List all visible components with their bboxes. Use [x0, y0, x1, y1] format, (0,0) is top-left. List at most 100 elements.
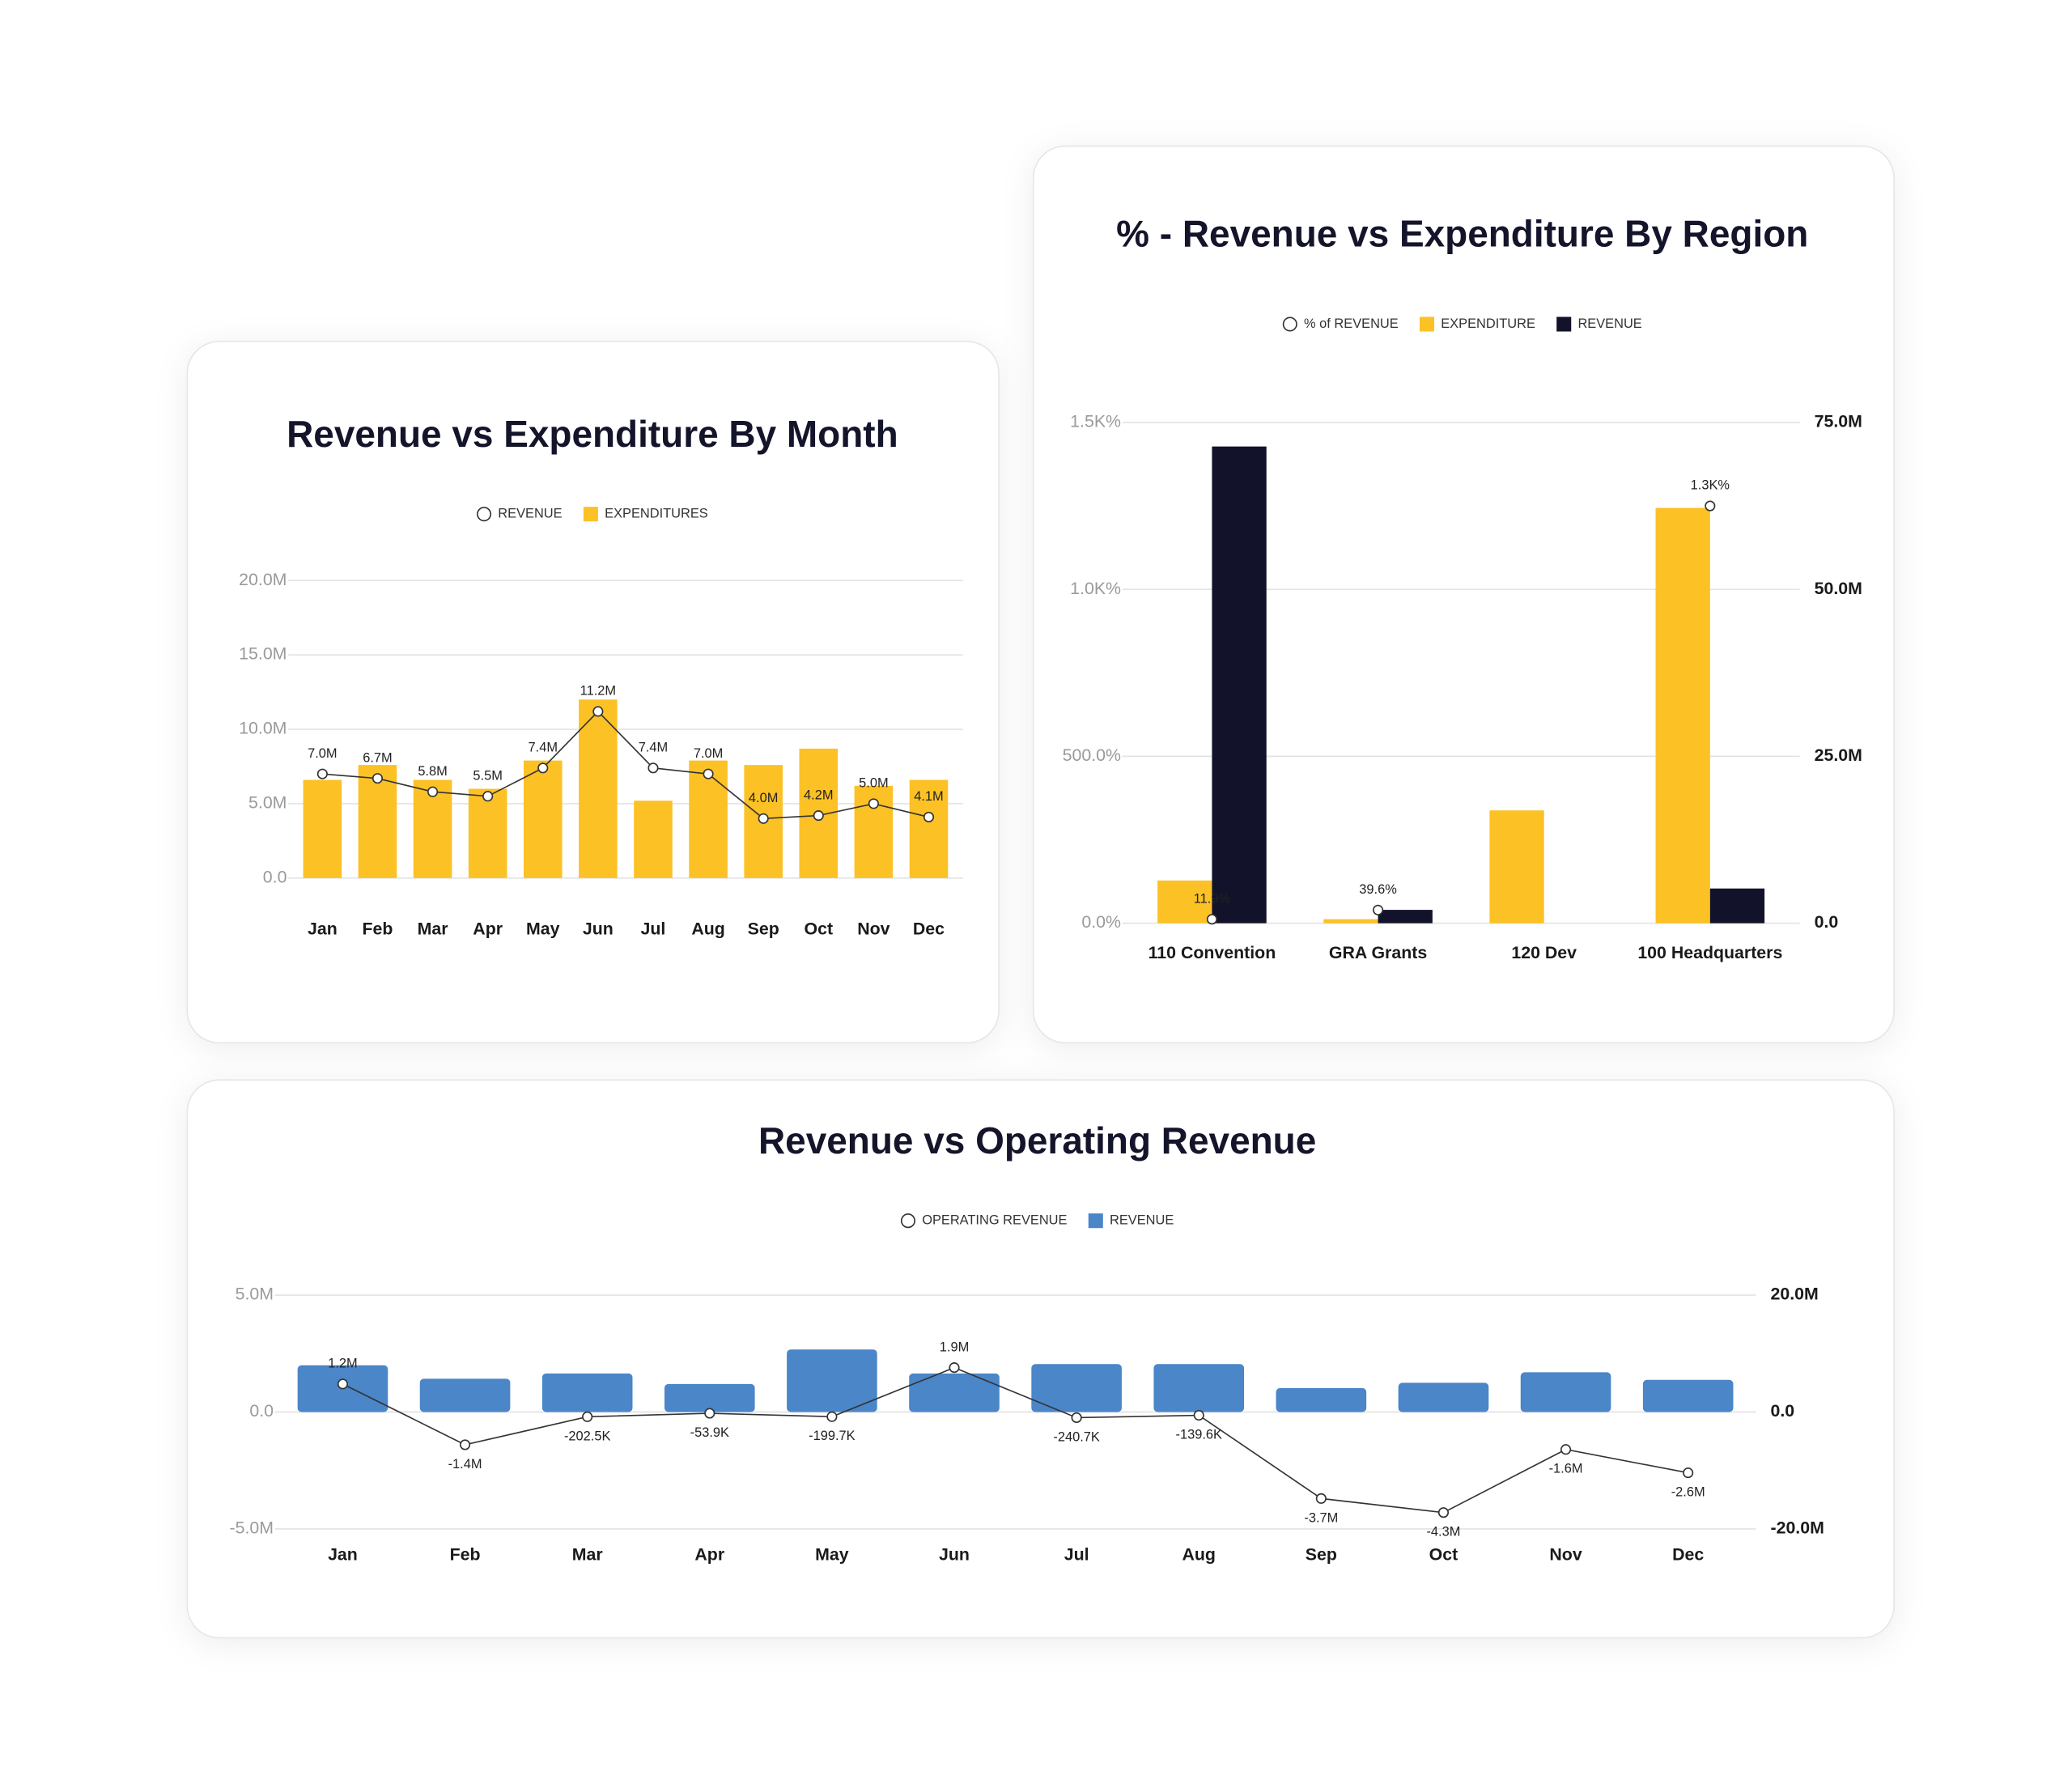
y-tick-label: -20.0M: [1770, 1518, 1824, 1538]
x-tick-label: Feb: [450, 1544, 481, 1564]
x-tick-label: May: [526, 919, 560, 938]
x-tick-label: Apr: [473, 919, 503, 938]
y-tick-label: 50.0M: [1815, 579, 1862, 598]
bar: [358, 765, 397, 878]
legend-swatch: [477, 507, 492, 522]
legend-label: REVENUE: [1577, 316, 1641, 331]
data-label: 39.6%: [1359, 882, 1397, 897]
x-tick-label: Mar: [572, 1544, 603, 1564]
point: [1705, 500, 1716, 512]
bar: [787, 1349, 877, 1412]
data-label: 4.1M: [914, 789, 943, 804]
data-label: -240.7K: [1053, 1429, 1100, 1444]
data-label: -1.4M: [448, 1457, 482, 1472]
data-label: -139.6K: [1175, 1427, 1222, 1442]
x-tick-label: 110 Convention: [1149, 943, 1276, 962]
legend-label: OPERATING REVENUE: [922, 1213, 1067, 1228]
data-label: 4.0M: [749, 791, 778, 805]
x-tick-label: Sep: [748, 919, 779, 938]
y-tick-label: 10.0M: [239, 719, 287, 738]
y-tick-label: 75.0M: [1815, 412, 1862, 431]
bar: [1489, 810, 1544, 924]
data-label: 7.4M: [529, 741, 558, 755]
legend-swatch: [900, 1213, 915, 1229]
bar: [634, 801, 673, 878]
bar: [1157, 880, 1212, 924]
data-label: 7.0M: [694, 746, 723, 761]
x-tick-label: Jan: [328, 1544, 358, 1564]
x-tick-label: Feb: [363, 919, 393, 938]
x-tick-label: Jun: [939, 1544, 970, 1564]
y-tick-label: 20.0M: [239, 570, 287, 589]
bar: [1031, 1364, 1122, 1412]
x-tick-label: Dec: [913, 919, 945, 938]
point: [1373, 904, 1384, 915]
bar: [1655, 508, 1710, 924]
point: [537, 762, 549, 774]
point: [316, 768, 328, 779]
bar: [1323, 919, 1378, 924]
point: [648, 762, 659, 774]
series-line: [322, 710, 929, 820]
y-tick-label: 20.0M: [1770, 1285, 1818, 1304]
x-tick-label: Aug: [1182, 1544, 1215, 1564]
legend-swatch: [583, 507, 598, 522]
bar: [1709, 888, 1765, 924]
y-tick-label: 25.0M: [1815, 745, 1862, 765]
legend-swatch: [1556, 316, 1572, 332]
x-tick-label: Sep: [1306, 1544, 1337, 1564]
legend-swatch: [1088, 1213, 1103, 1229]
y-tick-label: -5.0M: [230, 1518, 274, 1538]
point: [758, 813, 769, 824]
x-tick-label: Nov: [857, 919, 890, 938]
data-label: 5.0M: [859, 776, 888, 791]
y-tick-label: 5.0M: [236, 1285, 274, 1304]
point: [949, 1362, 960, 1374]
point: [592, 706, 604, 717]
x-tick-label: Oct: [1429, 1544, 1458, 1564]
point: [826, 1411, 838, 1422]
bar: [523, 760, 563, 878]
data-label: -199.7K: [809, 1429, 856, 1443]
x-tick-label: Dec: [1672, 1544, 1704, 1564]
bar: [1378, 910, 1433, 924]
point: [868, 798, 879, 809]
point: [1206, 914, 1217, 925]
y-tick-label: 0.0%: [1081, 912, 1121, 932]
bar: [1520, 1372, 1611, 1412]
x-tick-label: Aug: [691, 919, 724, 938]
legend-label: REVENUE: [1110, 1213, 1174, 1228]
y-tick-label: 1.0K%: [1070, 579, 1121, 598]
legend-label: REVENUE: [498, 506, 562, 520]
bar: [579, 699, 618, 878]
bar: [909, 1373, 1000, 1412]
point: [1683, 1467, 1694, 1479]
point: [1315, 1493, 1327, 1504]
y-tick-label: 0.0: [263, 867, 287, 886]
legend-label: EXPENDITURES: [605, 506, 708, 520]
x-tick-label: Apr: [694, 1544, 724, 1564]
bar: [1398, 1382, 1489, 1412]
x-tick-label: 100 Headquarters: [1637, 943, 1782, 962]
data-label: -4.3M: [1426, 1525, 1460, 1540]
data-label: 11.9%: [1194, 891, 1230, 906]
data-label: 1.2M: [328, 1357, 357, 1371]
bar: [1642, 1379, 1734, 1412]
legend-label: EXPENDITURE: [1441, 316, 1535, 331]
data-label: -53.9K: [690, 1425, 729, 1440]
data-label: 11.2M: [580, 684, 616, 699]
point: [813, 810, 824, 822]
chart-title: Revenue vs Expenditure By Month: [287, 413, 898, 455]
data-label: -202.5K: [564, 1429, 611, 1443]
x-tick-label: Oct: [805, 919, 834, 938]
data-label: -3.7M: [1304, 1510, 1338, 1525]
point: [337, 1378, 349, 1390]
point: [1193, 1409, 1204, 1421]
y-tick-label: 500.0%: [1063, 745, 1121, 765]
x-tick-label: Jun: [583, 919, 614, 938]
point: [582, 1411, 593, 1422]
data-label: 5.8M: [418, 764, 447, 779]
y-tick-label: 5.0M: [248, 793, 287, 813]
x-tick-label: GRA Grants: [1329, 943, 1427, 962]
bar: [419, 1378, 511, 1412]
